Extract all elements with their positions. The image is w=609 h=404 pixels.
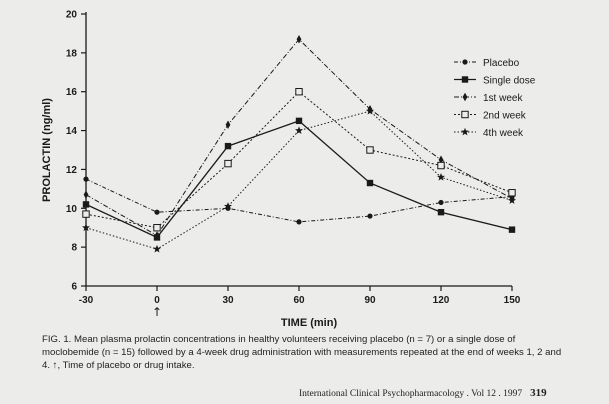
point-placebo xyxy=(296,219,302,225)
point-4th-week xyxy=(366,106,374,115)
y-tick-label: 16 xyxy=(66,87,78,98)
series-line-placebo xyxy=(85,178,513,223)
series-line-1st-week xyxy=(85,38,513,237)
point-4th-week xyxy=(224,202,232,210)
point-1st-week xyxy=(154,231,160,240)
x-tick-label: 60 xyxy=(293,295,305,306)
point-1st-week xyxy=(438,155,444,164)
x-tick-label: -30 xyxy=(79,295,94,306)
legend-marker-placebo xyxy=(462,59,468,65)
point-2nd-week xyxy=(224,159,232,168)
figure-caption: FIG. 1. Mean plasma prolactin concentrat… xyxy=(42,334,562,371)
x-axis-label: TIME (min) xyxy=(281,317,338,329)
legend-marker-4th-week xyxy=(461,127,469,136)
point-2nd-week xyxy=(82,210,90,218)
y-tick-label: 20 xyxy=(66,10,78,21)
x-tick-label: 150 xyxy=(504,295,521,306)
prolactin-chart: 6 8 10 12 14 16 18 20 -30 0 30 60 90 120 150 Placebo Si… xyxy=(41,10,536,330)
drug-intake-arrow: ↑ xyxy=(152,305,162,319)
point-single-dose xyxy=(508,226,516,233)
legend-label-single-dose: Single dose xyxy=(483,75,536,86)
legend-label-2nd-week: 2nd week xyxy=(483,110,527,121)
point-4th-week xyxy=(295,126,303,134)
point-4th-week xyxy=(153,244,161,253)
point-1st-week xyxy=(296,35,302,44)
point-2nd-week xyxy=(366,146,374,154)
point-placebo xyxy=(154,209,160,215)
y-tick-label: 10 xyxy=(66,204,78,215)
x-tick-label: 120 xyxy=(433,295,450,306)
y-tick-label: 12 xyxy=(66,165,78,176)
y-tick-label: 14 xyxy=(66,126,78,137)
point-2nd-week xyxy=(153,224,161,232)
page-footer: International Clinical Psychopharmacolog… xyxy=(299,387,547,399)
chart-axes: 6 8 10 12 14 16 18 20 -30 0 30 60 90 120 150 xyxy=(66,10,521,307)
legend-marker-2nd-week xyxy=(461,110,469,119)
point-1st-week xyxy=(83,190,89,199)
series-line-2nd-week xyxy=(85,91,513,229)
point-placebo xyxy=(438,199,444,206)
page-number: 319 xyxy=(530,387,547,399)
point-4th-week xyxy=(82,223,90,232)
legend-label-4th-week: 4th week xyxy=(483,128,524,139)
point-single-dose xyxy=(82,201,90,208)
point-2nd-week xyxy=(508,189,516,197)
legend-marker-single-dose xyxy=(461,76,469,83)
point-4th-week xyxy=(437,173,445,181)
chart-legend: Placebo Single dose 1st week 2nd week 4th we… xyxy=(454,58,536,139)
legend-marker-1st-week xyxy=(462,92,468,102)
y-axis-label: PROLACTIN (ng/ml) xyxy=(41,98,53,202)
point-single-dose xyxy=(366,179,374,187)
x-tick-label: 30 xyxy=(222,295,234,306)
y-tick-label: 6 xyxy=(71,282,77,293)
legend-label-1st-week: 1st week xyxy=(483,93,523,104)
point-placebo xyxy=(83,176,89,182)
point-single-dose xyxy=(295,117,303,125)
point-single-dose xyxy=(224,142,232,150)
legend-label-placebo: Placebo xyxy=(483,58,520,69)
point-placebo xyxy=(367,213,373,219)
series-lines xyxy=(85,38,513,250)
point-single-dose xyxy=(437,208,445,216)
series-markers xyxy=(82,35,516,253)
y-tick-label: 8 xyxy=(71,243,77,254)
journal-citation: International Clinical Psychopharmacolog… xyxy=(299,389,523,399)
x-tick-label: 90 xyxy=(364,295,376,306)
x-tick-label: 0 xyxy=(154,295,160,306)
point-1st-week xyxy=(225,120,231,129)
y-tick-label: 18 xyxy=(66,48,78,59)
point-4th-week xyxy=(508,196,516,204)
point-2nd-week xyxy=(295,88,303,96)
point-2nd-week xyxy=(437,161,445,170)
